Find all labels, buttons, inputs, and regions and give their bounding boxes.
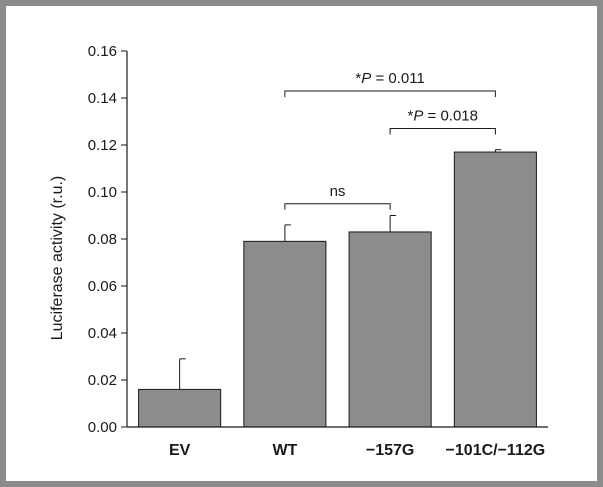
- x-tick-label: −101C/−112G: [446, 442, 546, 459]
- bar: [348, 231, 432, 428]
- bar: [453, 151, 537, 428]
- y-tick-label: 0.02: [88, 372, 117, 389]
- y-tick-label: 0.08: [88, 231, 117, 248]
- significance-bracket: [284, 90, 496, 97]
- significance-bracket: [389, 128, 496, 135]
- y-tick-label: 0.04: [88, 325, 117, 342]
- significance-label: *P = 0.011: [355, 70, 424, 87]
- bar: [138, 388, 222, 428]
- y-tick-label: 0.14: [88, 90, 117, 107]
- x-tick-label: EV: [169, 442, 191, 459]
- significance-label: *P = 0.018: [408, 108, 479, 125]
- y-tick-label: 0.00: [88, 419, 117, 436]
- y-tick-label: 0.16: [88, 43, 117, 60]
- bar: [243, 240, 327, 428]
- y-tick-label: 0.12: [88, 137, 117, 154]
- y-tick-label: 0.10: [88, 184, 117, 201]
- x-tick-label: −157G: [366, 442, 414, 459]
- x-tick-label: WT: [272, 442, 297, 459]
- y-tick-label: 0.06: [88, 278, 117, 295]
- y-axis-title: Luciferase activity (r.u.): [49, 176, 66, 341]
- significance-label: ns: [330, 183, 346, 200]
- significance-bracket: [284, 203, 391, 210]
